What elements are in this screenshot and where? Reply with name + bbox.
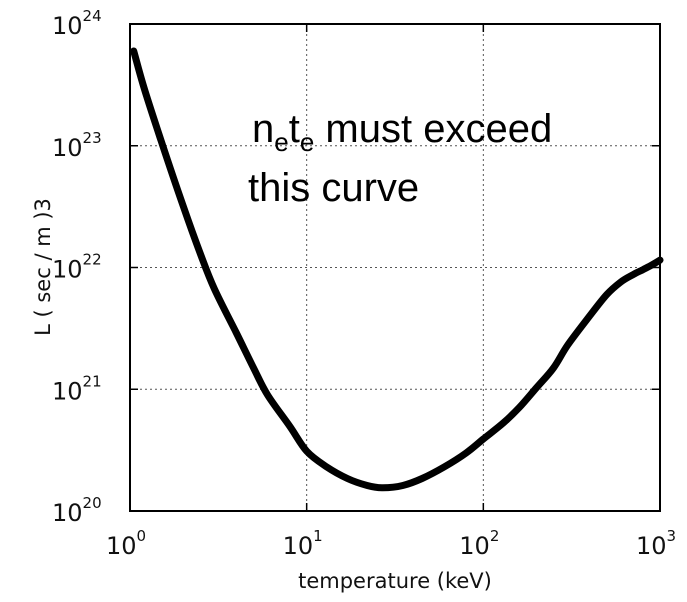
annotation-t: t <box>289 107 300 151</box>
y-tick-label: 1023 <box>52 129 102 162</box>
y-tick-label: 1024 <box>52 7 102 40</box>
annotation-t-sub: e <box>300 127 314 157</box>
y-tick-label: 1020 <box>52 494 102 527</box>
y-axis-label: L ( sec / m )3 <box>31 198 55 336</box>
x-tick-label: 103 <box>636 527 676 560</box>
x-tick-label: 101 <box>283 527 323 560</box>
curve-line <box>130 47 664 492</box>
annotation-n: n <box>252 107 274 151</box>
annotation-line-2: this curve <box>248 166 419 210</box>
tick-labels: 100 101 102 103 1020 1021 1022 1023 1024 <box>52 7 676 560</box>
annotation-rest: must exceed <box>314 107 552 151</box>
annotation-n-sub: e <box>274 127 288 157</box>
axis-ticks <box>129 23 661 512</box>
grid-lines <box>130 24 660 511</box>
x-tick-label: 100 <box>106 527 146 560</box>
annotation-line-1: nete must exceed <box>252 107 552 157</box>
y-tick-label: 1022 <box>52 251 102 284</box>
x-tick-label: 102 <box>459 527 499 560</box>
x-axis-label: temperature (keV) <box>298 569 492 593</box>
y-tick-label: 1021 <box>52 372 102 405</box>
